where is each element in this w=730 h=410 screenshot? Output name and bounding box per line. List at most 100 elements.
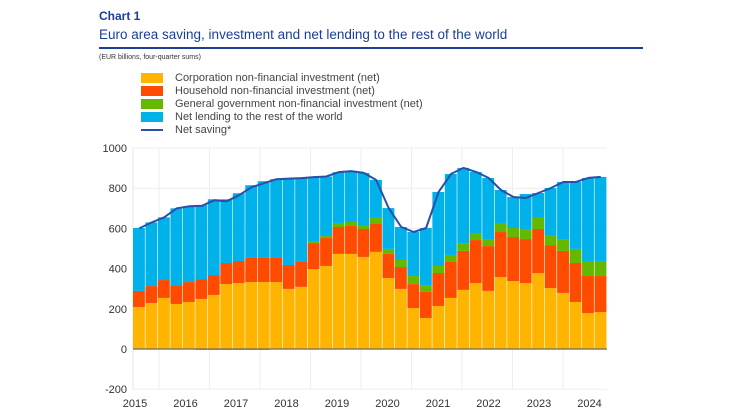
bar-segment-corporation [444,297,457,349]
y-tick-label: 1000 [103,143,127,155]
bar-segment-net_lending [370,179,382,218]
bar-segment-net_lending [320,176,332,237]
bar-segment-net_lending [245,185,258,258]
bar-segment-corporation [232,283,245,349]
legend-label: Corporation non-financial investment (ne… [175,71,380,84]
bar-segment-corporation [157,297,170,349]
bar-segment-government [345,221,357,226]
bar-segment-government [332,222,345,227]
bar-segment-corporation [357,256,370,349]
bar-segment-corporation [557,292,569,349]
bar-segment-net_lending [582,177,594,261]
legend-swatch-government [141,98,163,109]
bar-segment-corporation [133,306,145,349]
legend-label: Net lending to the rest of the world [175,110,343,123]
bar-segment-government [507,227,520,238]
bar-segment-household [145,286,158,303]
bar-segment-government [544,235,557,246]
bar-segment-corporation [482,290,495,349]
bar-segment-net_lending [307,177,320,242]
bar-segment-government [307,241,320,244]
bar-segment-household [507,237,520,282]
legend-item-corporation: Corporation non-financial investment (ne… [141,71,423,84]
bar-segment-corporation [407,307,420,349]
bar-segment-net_lending [407,232,420,277]
bar-segment-household [457,250,470,290]
bar-segment-corporation [345,253,357,349]
legend-item-government: General government non-financial investm… [141,97,423,110]
bar-segment-government [569,248,582,263]
bar-segment-net_lending [220,199,233,263]
bar-segment-net_lending [494,190,507,223]
y-tick-label: 200 [109,304,127,316]
bar-segment-household [245,257,258,283]
bar-segment-corporation [332,253,345,349]
bar-segment-corporation [394,288,407,349]
y-tick-label: 0 [121,344,127,356]
bar-segment-government [457,243,470,251]
y-tick-label: -200 [105,384,127,396]
bar-segment-household [444,261,457,298]
x-tick-label: 2015 [123,398,147,410]
chart-kicker: Chart 1 [99,9,141,23]
legend-item-net-saving: Net saving* [141,123,423,136]
x-tick-label: 2020 [375,398,399,410]
legend-swatch-household [141,85,163,96]
bar-segment-corporation [145,302,158,349]
x-tick-label: 2021 [426,398,450,410]
bar-segment-government [432,265,445,274]
bar-segment-net_lending [195,204,208,280]
bar-segment-net_lending [432,192,445,266]
bar-segment-net_lending [232,193,245,261]
bar-segment-net_lending [345,171,357,222]
legend-item-household: Household non-financial investment (net) [141,84,423,97]
bar-segment-corporation [182,301,195,349]
bar-segment-corporation [370,251,382,349]
legend-item-net-lending: Net lending to the rest of the world [141,110,423,123]
bar-segment-net_lending [257,181,270,258]
bar-segment-government [357,224,370,230]
bar-segment-net_lending [295,178,308,262]
bar-segment-government [594,260,607,277]
bar-segment-government [582,260,594,277]
bar-segment-household [519,239,532,284]
bar-segment-corporation [195,298,208,349]
bar-segment-household [582,276,594,314]
bar-segment-corporation [594,312,607,349]
line-net-saving [138,166,601,233]
legend-label: Net saving* [175,123,232,136]
bar-segment-household [207,275,220,295]
bar-segment-corporation [320,265,332,349]
bar-segment-net_lending [557,181,569,240]
legend-swatch-corporation [141,72,163,83]
bar-segment-household [295,261,308,287]
bar-segment-net_lending [157,217,170,281]
bar-segment-corporation [519,283,532,349]
legend: Corporation non-financial investment (ne… [141,71,423,136]
bar-segment-government [394,259,407,267]
bar-segment-household [345,225,357,254]
y-tick-label: 600 [109,223,127,235]
bar-segment-corporation [569,301,582,349]
bar-segment-government [532,217,545,230]
bar-segment-household [257,257,270,283]
bar-segment-corporation [270,282,283,349]
bar-segment-government [419,285,432,292]
bar-segment-household [407,284,420,308]
bar-segment-household [170,285,183,304]
bar-segment-household [469,240,482,284]
bar-segment-household [370,223,382,252]
legend-swatch-net-lending [141,111,163,122]
x-tick-label: 2019 [325,398,349,410]
bar-segment-household [195,279,208,299]
bar-segment-corporation [207,294,220,349]
bar-segment-government [382,248,395,254]
legend-label: General government non-financial investm… [175,97,423,110]
bar-segment-corporation [257,282,270,349]
bar-segment-household [532,229,545,274]
bar-segment-net_lending [544,187,557,236]
bar-segment-net_lending [182,206,195,283]
y-tick-label: 400 [109,264,127,276]
bar-segment-net_lending [145,222,158,287]
